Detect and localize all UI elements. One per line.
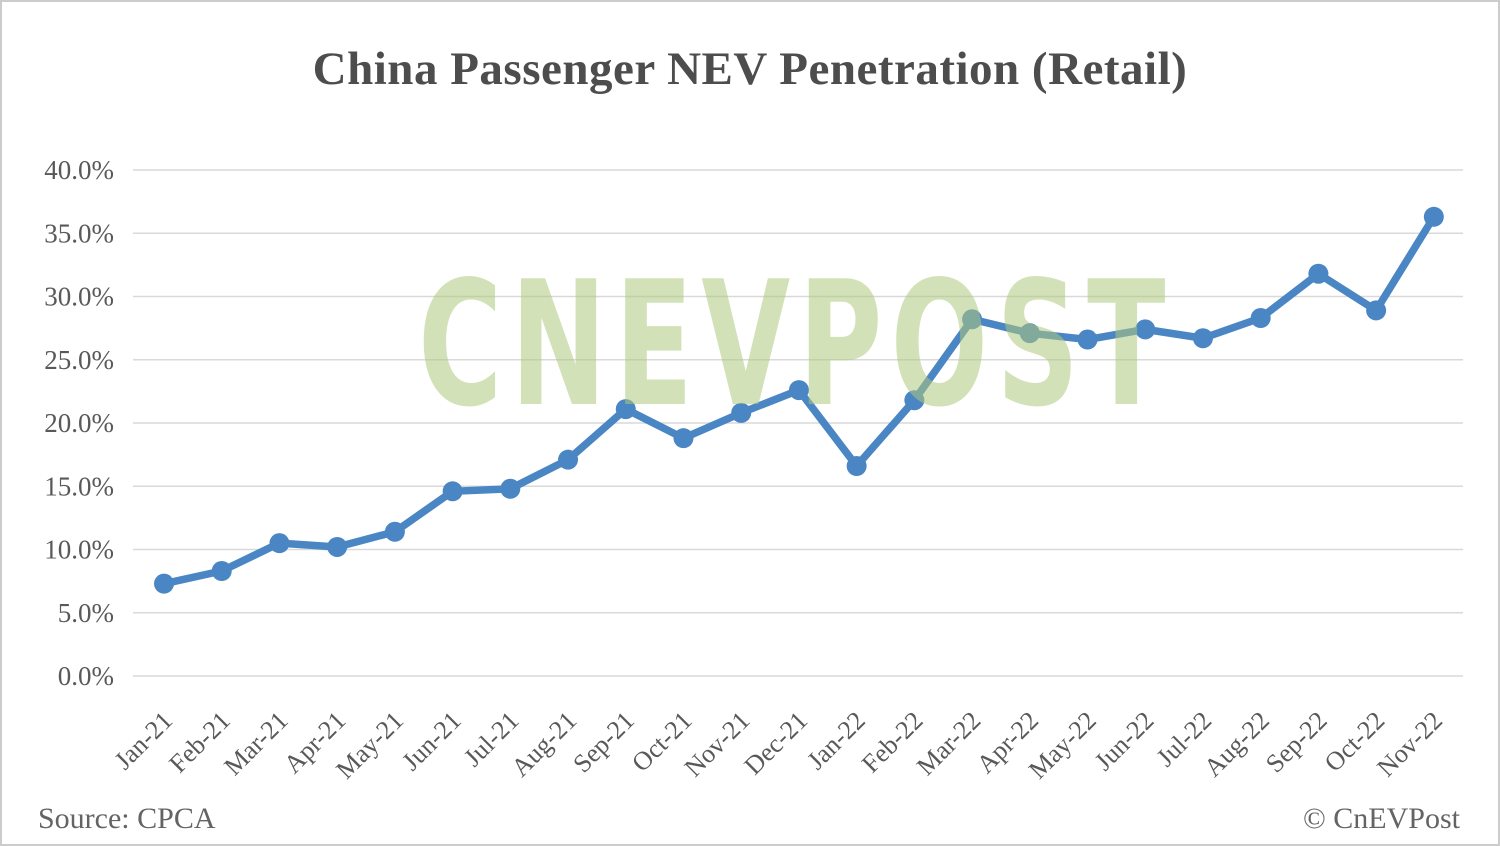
copyright-label: © CnEVPost xyxy=(1303,802,1460,835)
y-tick-label: 35.0% xyxy=(44,218,114,248)
data-point-Nov-21 xyxy=(731,402,752,423)
data-point-Jun-22 xyxy=(1135,319,1156,340)
y-tick-label: 25.0% xyxy=(44,345,114,375)
data-point-Aug-22 xyxy=(1250,308,1271,329)
x-tick-label: Mar-21 xyxy=(218,706,293,781)
data-point-Oct-22 xyxy=(1366,300,1387,321)
data-point-Oct-21 xyxy=(673,428,694,449)
x-tick-label: Jan-22 xyxy=(801,706,871,776)
x-tick-label: Sep-21 xyxy=(567,706,640,779)
data-point-Aug-21 xyxy=(558,449,579,470)
y-tick-label: 20.0% xyxy=(44,408,114,438)
data-point-Apr-21 xyxy=(327,536,348,557)
source-label: Source: CPCA xyxy=(38,802,216,835)
x-tick-label: Dec-21 xyxy=(739,706,814,781)
data-point-May-22 xyxy=(1077,329,1098,350)
y-tick-label: 5.0% xyxy=(58,598,114,628)
y-tick-label: 40.0% xyxy=(44,155,114,185)
x-tick-label: Jan-21 xyxy=(109,706,179,776)
x-tick-label: Aug-22 xyxy=(1198,706,1275,783)
data-point-Sep-22 xyxy=(1308,263,1329,284)
y-tick-label: 15.0% xyxy=(44,471,114,501)
chart-title: China Passenger NEV Penetration (Retail) xyxy=(312,43,1188,95)
y-tick-label: 30.0% xyxy=(44,282,114,312)
data-point-Sep-21 xyxy=(615,399,636,420)
trend-line xyxy=(160,213,1438,588)
data-point-Jan-22 xyxy=(846,456,867,477)
x-tick-label: Jun-21 xyxy=(396,706,467,777)
x-tick-label: Mar-22 xyxy=(911,706,986,781)
x-tick-label: Aug-21 xyxy=(506,706,583,783)
data-point-Jul-21 xyxy=(500,478,521,499)
data-point-Mar-21 xyxy=(269,533,290,554)
data-point-Feb-21 xyxy=(211,561,232,582)
data-point-Jul-22 xyxy=(1192,328,1213,349)
data-point-Mar-22 xyxy=(962,309,983,330)
x-tick-label: Jun-22 xyxy=(1089,706,1160,777)
data-point-Nov-22 xyxy=(1423,206,1444,227)
data-point-Dec-21 xyxy=(788,380,809,401)
y-tick-label: 10.0% xyxy=(44,535,114,565)
data-point-Jun-21 xyxy=(442,481,463,502)
y-tick-label: 0.0% xyxy=(58,661,114,691)
x-tick-label: Nov-21 xyxy=(679,706,756,783)
data-point-Feb-22 xyxy=(904,390,925,411)
x-tick-label: Sep-22 xyxy=(1260,706,1333,779)
data-point-May-21 xyxy=(384,521,405,542)
x-tick-label: Nov-22 xyxy=(1371,706,1448,783)
data-point-Apr-22 xyxy=(1019,323,1040,344)
data-point-Jan-21 xyxy=(154,573,174,594)
